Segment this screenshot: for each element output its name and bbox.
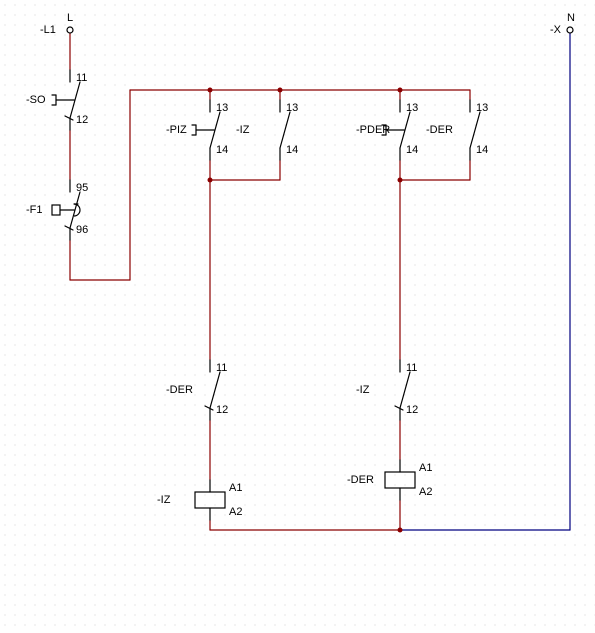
pin-label: 14: [406, 144, 418, 156]
schematic-svg: [0, 0, 595, 633]
terminal-N-label: N: [567, 12, 575, 24]
pin-label: 95: [76, 182, 88, 194]
component-ref: -IZ: [236, 124, 249, 136]
pin-label: 13: [286, 102, 298, 114]
pin-label: 11: [76, 72, 87, 84]
component-ref: -IZ: [356, 384, 369, 396]
pin-label: 14: [216, 144, 228, 156]
pin-label: 12: [76, 114, 88, 126]
pin-label: 12: [216, 404, 228, 416]
terminal-L1-ref: -L1: [40, 24, 56, 36]
pin-label: 11: [216, 362, 227, 374]
component-ref: -DER: [347, 474, 374, 486]
component-ref: -PDER: [356, 124, 390, 136]
pin-label: A2: [419, 486, 432, 498]
component-ref: -PIZ: [166, 124, 187, 136]
pin-label: 13: [406, 102, 418, 114]
pin-label: 12: [406, 404, 418, 416]
pin-label: 96: [76, 224, 88, 236]
component-ref: -IZ: [157, 494, 170, 506]
pin-label: A1: [229, 482, 242, 494]
component-ref: -F1: [26, 204, 43, 216]
schematic-canvas: L -L1 N -X 11 12 -SO 95 96 -F1 13 14 -PIZ 13 14 -IZ 13 14…: [0, 0, 595, 633]
pin-label: 14: [286, 144, 298, 156]
component-ref: -SO: [26, 94, 46, 106]
pin-label: 13: [216, 102, 228, 114]
terminal-X-ref: -X: [550, 24, 561, 36]
pin-label: 11: [406, 362, 417, 374]
terminal-L-label: L: [67, 12, 73, 24]
pin-label: A1: [419, 462, 432, 474]
pin-label: A2: [229, 506, 242, 518]
pin-label: 14: [476, 144, 488, 156]
pin-label: 13: [476, 102, 488, 114]
component-ref: -DER: [166, 384, 193, 396]
component-ref: -DER: [426, 124, 453, 136]
